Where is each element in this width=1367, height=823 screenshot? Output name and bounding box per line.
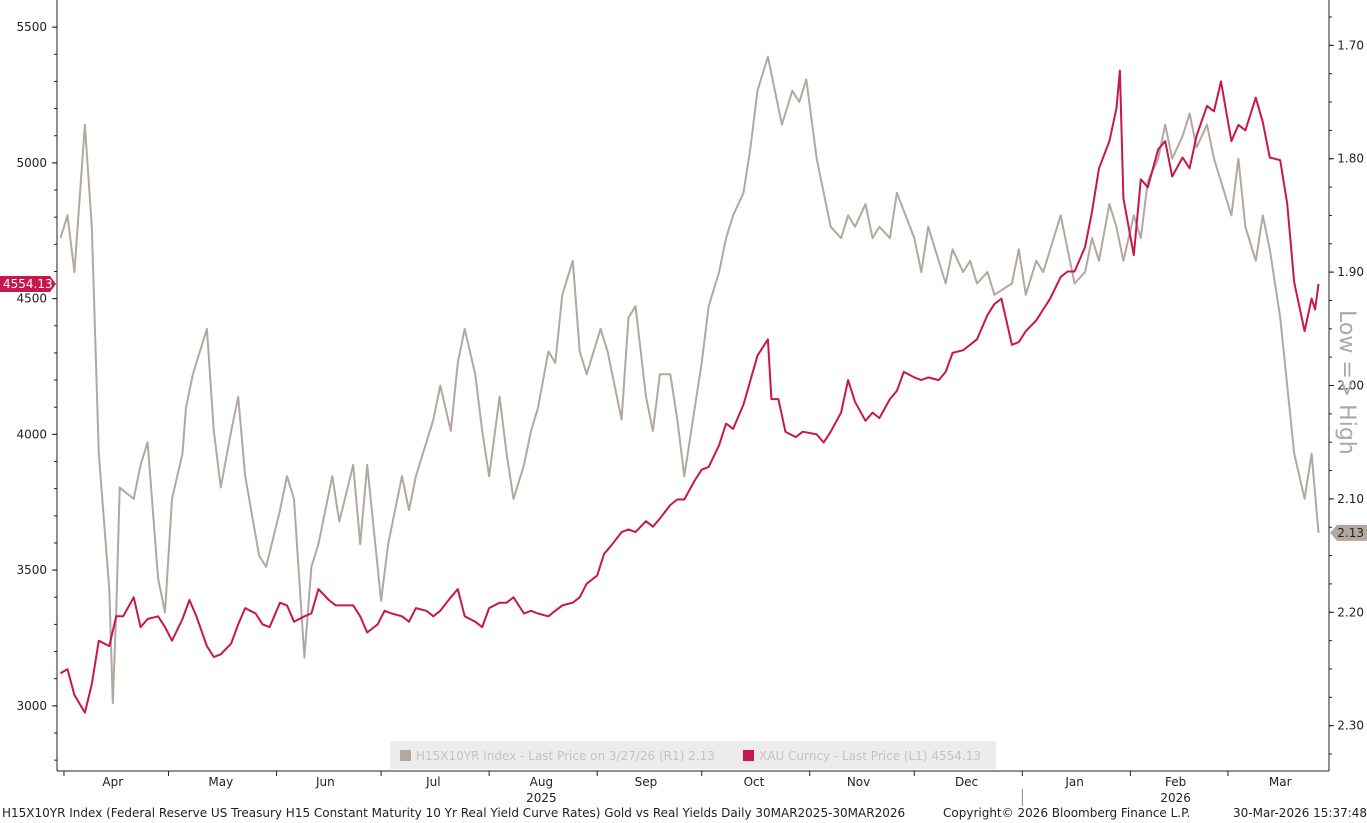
x-axis-tick-label: Dec [955, 775, 978, 789]
x-axis-tick-label: Oct [744, 775, 765, 789]
legend: H15X10YR Index - Last Price on 3/27/26 (… [390, 741, 996, 769]
right-axis-tick-label: 2.30 [1337, 719, 1364, 733]
x-axis-tick-label: Aug [530, 775, 553, 789]
right-axis-tick-label: 1.70 [1337, 38, 1364, 52]
left-axis-tick-label: 5000 [16, 156, 47, 170]
footer-timestamp: 30-Mar-2026 15:37:48 [1233, 806, 1367, 820]
right-axis-tick-label: 2.00 [1337, 379, 1364, 393]
x-axis-tick-label: Feb [1165, 775, 1186, 789]
legend-swatch-gold [743, 750, 754, 761]
x-axis-tick-label: Mar [1269, 775, 1292, 789]
right-axis-tick-label: 2.10 [1337, 492, 1364, 506]
series-line-gold [59, 69, 1320, 714]
footer-copyright: Copyright© 2026 Bloomberg Finance L.P. [943, 806, 1191, 820]
gold-vs-real-yields-chart: 3000 3500 4000 4500 5000 5500 1.70 1.80 1.90 2.00… [0, 0, 1367, 806]
right-axis-label: Low => High [1334, 310, 1359, 455]
x-axis-tick-label: Nov [847, 775, 870, 789]
chart-axes: 3000 3500 4000 4500 5000 5500 1.70 1.80 1.90 2.00… [16, 0, 1364, 806]
left-axis-tick-label: 3000 [16, 699, 47, 713]
x-axis-tick-label: Jul [425, 775, 440, 789]
x-axis-tick-label: Jan [1064, 775, 1084, 789]
last-value-badges: 4554.13 2.13 [0, 275, 1367, 541]
x-axis-year-label: 2026 [1160, 791, 1191, 805]
x-axis-tick-label: Jun [315, 775, 335, 789]
real-yield-last-value-label: 2.13 [1337, 526, 1364, 540]
gold-last-value-label: 4554.13 [3, 277, 53, 291]
x-axis-tick-label: Apr [102, 775, 123, 789]
left-axis-tick-label: 5500 [16, 20, 47, 34]
real-yield-last-value-badge [1330, 524, 1367, 541]
legend-background [390, 741, 996, 769]
gold-last-value-badge [0, 275, 56, 292]
legend-label-real-yield: H15X10YR Index - Last Price on 3/27/26 (… [416, 749, 715, 763]
left-axis-tick-label: 3500 [16, 563, 47, 577]
left-axis-tick-label: 4500 [16, 292, 47, 306]
series-layer [59, 55, 1320, 714]
right-axis-tick-label: 2.20 [1337, 605, 1364, 619]
x-axis-tick-label: May [208, 775, 233, 789]
left-axis-tick-label: 4000 [16, 427, 47, 441]
legend-swatch-real-yield [400, 750, 411, 761]
right-axis-tick-label: 1.90 [1337, 265, 1364, 279]
footer-description: H15X10YR Index (Federal Reserve US Treas… [2, 806, 906, 820]
chart-footer: H15X10YR Index (Federal Reserve US Treas… [0, 806, 1367, 823]
series-line-real-yield [59, 55, 1320, 704]
legend-label-gold: XAU Curncy - Last Price (L1) 4554.13 [759, 749, 981, 763]
right-axis-tick-label: 1.80 [1337, 152, 1364, 166]
x-axis-tick-label: Sep [635, 775, 658, 789]
x-axis-year-label: 2025 [526, 791, 557, 805]
